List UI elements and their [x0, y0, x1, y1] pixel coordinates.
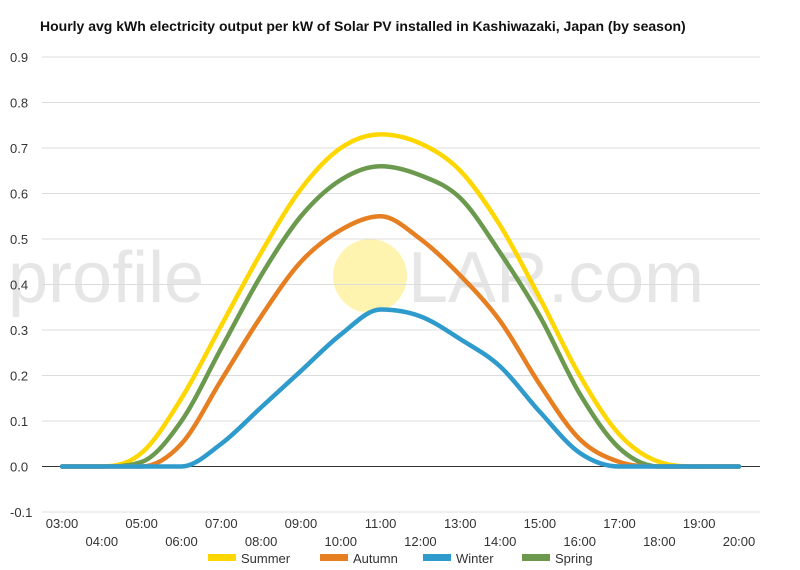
legend-swatch-summer	[208, 554, 236, 561]
y-tick-label: 0.8	[10, 96, 28, 111]
watermark: profile LAR.com	[8, 238, 704, 318]
legend-label-autumn: Autumn	[353, 551, 398, 566]
x-tick-label: 13:00	[444, 516, 477, 531]
watermark-text-right: LAR.com	[408, 238, 704, 318]
x-tick-label: 06:00	[165, 534, 198, 549]
x-tick-label: 14:00	[484, 534, 517, 549]
y-tick-label: 0.0	[10, 460, 28, 475]
x-tick-label: 12:00	[404, 534, 437, 549]
x-tick-label: 03:00	[46, 516, 79, 531]
x-tick-label: 09:00	[285, 516, 318, 531]
y-axis-ticks: -0.1 0.0 0.1 0.2 0.3 0.4 0.5 0.6 0.7 0.8 0.9	[10, 50, 32, 520]
x-tick-label: 19:00	[683, 516, 716, 531]
y-tick-label: 0.3	[10, 323, 28, 338]
series-lines	[59, 132, 742, 469]
legend-swatch-autumn	[320, 554, 348, 561]
y-tick-label: 0.7	[10, 141, 28, 156]
x-tick-label: 05:00	[125, 516, 158, 531]
y-tick-label: 0.5	[10, 232, 28, 247]
legend: Summer Autumn Winter Spring	[208, 551, 593, 566]
x-tick-label: 15:00	[524, 516, 557, 531]
y-tick-label: 0.9	[10, 50, 28, 65]
legend-swatch-spring	[522, 554, 550, 561]
legend-label-winter: Winter	[456, 551, 494, 566]
legend-swatch-winter	[423, 554, 451, 561]
y-tick-label: -0.1	[10, 505, 32, 520]
series-line-autumn	[59, 214, 742, 469]
x-tick-label: 17:00	[603, 516, 636, 531]
x-tick-label: 16:00	[563, 534, 596, 549]
series-line-winter	[59, 307, 742, 469]
x-tick-label: 11:00	[365, 516, 397, 531]
legend-label-summer: Summer	[241, 551, 291, 566]
x-tick-label: 20:00	[723, 534, 756, 549]
grid	[42, 56, 760, 513]
y-tick-label: 0.2	[10, 369, 28, 384]
x-tick-label: 10:00	[324, 534, 357, 549]
x-tick-label: 08:00	[245, 534, 278, 549]
series-line-summer	[59, 132, 742, 469]
x-axis-ticks: 03:00 04:00 05:00 06:00 07:00 08:00 09:00 10:00…	[46, 516, 756, 549]
x-tick-label: 18:00	[643, 534, 676, 549]
x-tick-label: 04:00	[86, 534, 119, 549]
y-tick-label: 0.1	[10, 414, 28, 429]
watermark-text-left: profile	[8, 238, 204, 318]
chart-title: Hourly avg kWh electricity output per kW…	[40, 18, 686, 34]
x-tick-label: 07:00	[205, 516, 238, 531]
y-tick-label: 0.6	[10, 187, 28, 202]
series-line-spring	[59, 163, 742, 469]
legend-label-spring: Spring	[555, 551, 593, 566]
watermark-sun-icon	[333, 239, 407, 313]
y-tick-label: 0.4	[10, 278, 28, 293]
